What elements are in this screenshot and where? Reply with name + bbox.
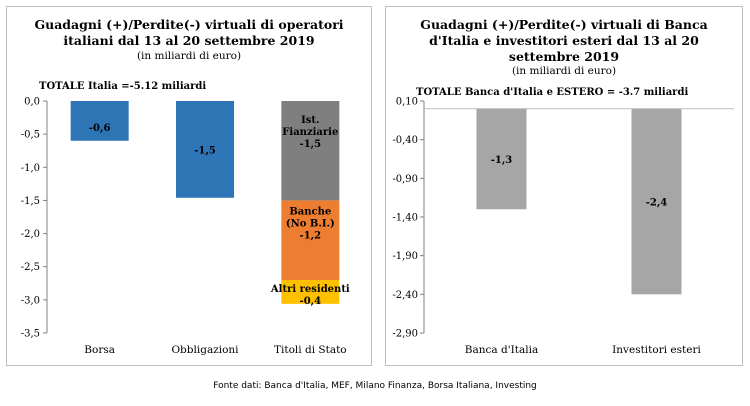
y-tick-label: -0,40 [392,135,418,146]
y-tick-label: -3,0 [21,295,40,306]
y-tick-label: -0,90 [392,174,418,185]
x-category-label: Borsa [84,344,115,356]
y-tick-label: -2,0 [21,229,40,240]
bar-segment [281,200,340,280]
bar-chart-italiani: 0,0 -0,5 -1,0 -1,5 -2,0 -2,5 -3,0 -3,5 Borsa Obbl… [21,97,350,357]
data-label: Ist. [301,115,319,126]
x-category-label: Titoli di Stato [274,344,347,356]
bar [476,108,527,210]
y-tick-label: -1,5 [21,196,40,207]
bar [631,108,682,295]
y-tick-label: -0,5 [21,130,40,141]
data-label: -0,4 [300,296,322,307]
chart-subtitle: (in miliardi di euro) [511,65,617,77]
bar-chart-bdi-esteri: 0,10 -0,40 -0,90 -1,40 -1,90 -2,40 -2,90 Banca … [392,97,734,356]
data-label: -2,4 [646,198,668,209]
bar-segment [281,279,340,304]
chart-title-line-3: settembre 2019 [508,49,620,64]
chart-title-line-1: Guadagni (+)/Perdite(-) virtuali di Banc… [420,17,708,32]
total-annotation: TOTALE Banca d'Italia e ESTERO = -3.7 mi… [416,87,689,98]
data-label: -1,5 [300,139,322,150]
y-tick-label: -1,90 [392,251,418,262]
bar-segment [70,101,129,141]
data-label: Altri residenti [270,284,350,295]
y-tick-label: 0,0 [24,97,40,108]
x-category-label: Investitori esteri [612,344,701,356]
x-category-label: Obbligazioni [171,344,239,356]
chart-title-line-1: Guadagni (+)/Perdite(-) virtuali di oper… [34,17,344,32]
data-label: -1,5 [194,145,216,156]
y-tick-label: -2,40 [392,290,418,301]
source-note: Fonte dati: Banca d'Italia, MEF, Milano … [213,381,537,391]
chart-title-line-2: italiani dal 13 al 20 settembre 2019 [63,33,315,48]
total-annotation: TOTALE Italia =-5.12 miliardi [39,81,207,92]
data-label: -1,3 [491,155,513,166]
x-category-label: Banca d'Italia [465,344,538,356]
data-label: -0,6 [89,123,111,134]
y-tick-label: -3,5 [21,329,40,340]
y-tick-label: -2,90 [392,329,418,340]
data-label: -1,2 [300,230,322,241]
chart-title-line-2: d'Italia e investitori esteri dal 13 al … [429,33,699,48]
data-label: (No B.I.) [286,218,335,229]
chart-subtitle: (in miliardi di euro) [136,50,242,62]
y-tick-label: 0,10 [396,97,418,108]
chart-panel-italiani: Guadagni (+)/Perdite(-) virtuali di oper… [6,6,372,366]
y-tick-label: -1,40 [392,213,418,224]
bar-segment [281,101,340,201]
data-label: Fianziarie [282,127,338,138]
bar-segment [176,101,234,198]
chart-panel-bdi-esteri: Guadagni (+)/Perdite(-) virtuali di Banc… [385,6,743,366]
y-tick-label: -2,5 [21,262,40,273]
y-tick-label: -1,0 [21,163,40,174]
data-label: Banche [289,206,331,217]
